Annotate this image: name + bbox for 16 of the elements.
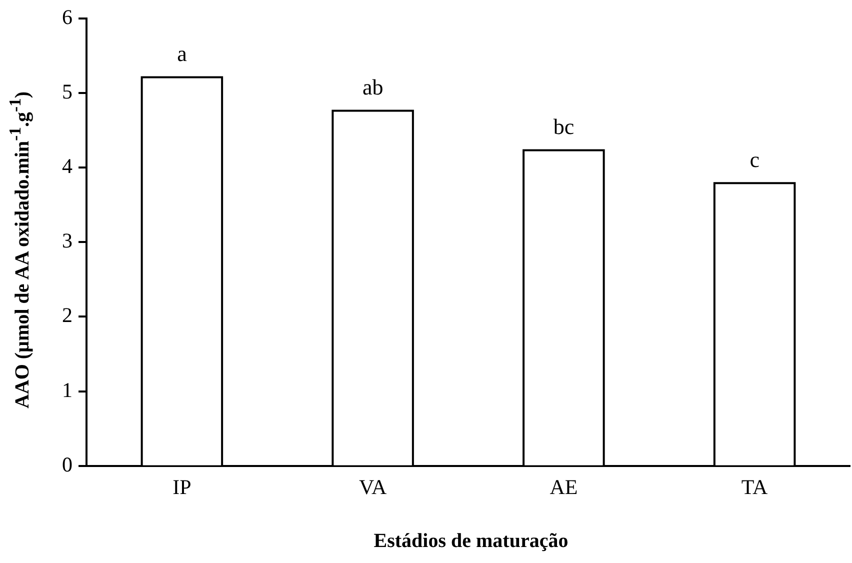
annotation: a	[177, 41, 188, 66]
y-tick-label: 4	[62, 154, 73, 178]
y-tick-label: 5	[62, 80, 72, 104]
x-tick-label: IP	[172, 474, 192, 499]
x-tick-label: TA	[741, 474, 769, 499]
y-tick-label: 3	[62, 228, 72, 253]
y-tick-label: 2	[62, 303, 72, 328]
annotation: ab	[362, 74, 384, 100]
y-tick-label: 1	[62, 378, 72, 402]
x-tick-label: AE	[550, 474, 578, 499]
x-axis-title: Estádios de maturação	[372, 530, 570, 553]
x-tick-label: VA	[359, 474, 388, 499]
y-tick-label: 0	[62, 452, 72, 476]
y-tick-label: 6	[62, 5, 72, 30]
annotation: bc	[553, 114, 574, 140]
annotation: c	[750, 146, 760, 172]
